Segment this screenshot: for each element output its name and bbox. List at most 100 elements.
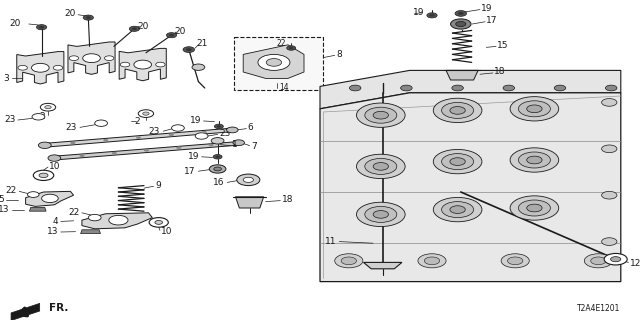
- Text: 23: 23: [148, 127, 160, 136]
- Circle shape: [458, 12, 463, 15]
- Circle shape: [213, 155, 222, 159]
- Circle shape: [243, 177, 253, 182]
- Circle shape: [527, 156, 542, 164]
- Circle shape: [45, 106, 51, 109]
- Circle shape: [143, 112, 149, 115]
- Circle shape: [183, 47, 195, 52]
- Polygon shape: [26, 191, 74, 206]
- Circle shape: [289, 47, 293, 49]
- Circle shape: [172, 125, 184, 131]
- Text: 11: 11: [325, 237, 337, 246]
- Text: 12: 12: [630, 259, 640, 268]
- Circle shape: [584, 254, 612, 268]
- Circle shape: [365, 206, 397, 222]
- Circle shape: [508, 257, 523, 265]
- Text: 15: 15: [497, 41, 509, 50]
- Circle shape: [287, 46, 296, 50]
- Circle shape: [518, 152, 550, 168]
- Circle shape: [604, 253, 627, 265]
- Circle shape: [335, 254, 363, 268]
- Circle shape: [455, 11, 467, 16]
- Polygon shape: [320, 70, 621, 109]
- Circle shape: [120, 62, 130, 67]
- Circle shape: [602, 99, 617, 106]
- Text: 1: 1: [232, 140, 237, 149]
- Circle shape: [442, 102, 474, 118]
- Text: FR.: FR.: [49, 303, 68, 313]
- Circle shape: [365, 107, 397, 123]
- Bar: [234, 37, 323, 90]
- Text: 23: 23: [220, 129, 231, 138]
- Circle shape: [258, 54, 290, 70]
- Circle shape: [518, 101, 550, 117]
- Polygon shape: [364, 262, 402, 269]
- Text: 19: 19: [189, 116, 201, 125]
- Text: 23: 23: [65, 123, 77, 132]
- Circle shape: [132, 28, 137, 30]
- Circle shape: [611, 257, 621, 262]
- Text: 20: 20: [9, 19, 20, 28]
- Circle shape: [427, 13, 437, 18]
- Polygon shape: [54, 141, 240, 160]
- Circle shape: [373, 163, 388, 170]
- Circle shape: [456, 21, 466, 27]
- Circle shape: [503, 85, 515, 91]
- Text: 14: 14: [280, 83, 289, 92]
- Circle shape: [373, 211, 388, 218]
- Circle shape: [112, 152, 117, 154]
- Circle shape: [40, 103, 56, 111]
- Polygon shape: [82, 213, 152, 229]
- Text: 16: 16: [213, 178, 225, 187]
- Text: 9: 9: [155, 181, 161, 190]
- Circle shape: [433, 149, 482, 174]
- Circle shape: [33, 170, 54, 180]
- Circle shape: [356, 154, 405, 179]
- Circle shape: [70, 142, 76, 144]
- Text: 8: 8: [336, 50, 342, 59]
- Text: 20: 20: [64, 9, 76, 18]
- Circle shape: [86, 16, 91, 19]
- Circle shape: [48, 155, 61, 161]
- Text: 13: 13: [47, 228, 58, 236]
- Text: 18: 18: [494, 68, 506, 76]
- Circle shape: [129, 26, 140, 31]
- Circle shape: [28, 192, 39, 197]
- Circle shape: [155, 220, 163, 224]
- Polygon shape: [29, 207, 46, 211]
- Polygon shape: [243, 45, 304, 78]
- Circle shape: [450, 206, 465, 213]
- Circle shape: [156, 62, 165, 67]
- Circle shape: [356, 202, 405, 227]
- Circle shape: [36, 25, 47, 30]
- Circle shape: [104, 56, 114, 60]
- Circle shape: [433, 98, 482, 123]
- Circle shape: [32, 114, 45, 120]
- Circle shape: [356, 103, 405, 127]
- Circle shape: [365, 158, 397, 174]
- Circle shape: [341, 257, 356, 265]
- Text: 10: 10: [49, 162, 61, 171]
- Circle shape: [138, 110, 154, 117]
- Text: 19: 19: [413, 8, 424, 17]
- Circle shape: [136, 136, 141, 139]
- Circle shape: [79, 155, 84, 157]
- Circle shape: [510, 196, 559, 220]
- Text: 22: 22: [276, 39, 286, 48]
- Circle shape: [451, 19, 471, 29]
- Circle shape: [510, 148, 559, 172]
- Circle shape: [195, 133, 208, 139]
- Circle shape: [214, 167, 221, 171]
- Circle shape: [501, 254, 529, 268]
- Circle shape: [554, 85, 566, 91]
- Circle shape: [233, 140, 244, 146]
- Circle shape: [18, 65, 28, 70]
- Circle shape: [518, 200, 550, 216]
- Circle shape: [186, 48, 192, 51]
- Circle shape: [602, 145, 617, 153]
- Circle shape: [442, 202, 474, 218]
- Circle shape: [176, 147, 181, 149]
- Circle shape: [442, 154, 474, 170]
- Polygon shape: [68, 42, 115, 74]
- Circle shape: [95, 120, 108, 126]
- Circle shape: [266, 59, 282, 66]
